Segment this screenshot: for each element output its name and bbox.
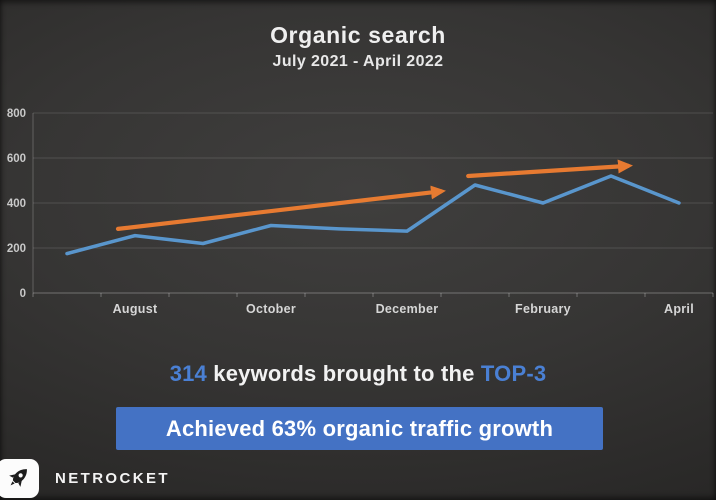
- rocket-icon: [9, 469, 27, 487]
- svg-text:200: 200: [7, 243, 26, 255]
- svg-text:August: August: [113, 302, 158, 316]
- svg-text:800: 800: [7, 108, 26, 120]
- top3-highlight: TOP-3: [480, 361, 547, 386]
- netrocket-wordmark: NETROCKET: [55, 469, 170, 487]
- chart-title: Organic search: [270, 22, 446, 48]
- organic-search-line-chart: 0 200 400 600 800 August October December Februa…: [7, 108, 714, 316]
- netrocket-logo: NETROCKET: [0, 458, 170, 498]
- svg-text:December: December: [376, 302, 439, 316]
- svg-text:400: 400: [7, 198, 26, 210]
- growth-banner: Achieved 63% organic traffic growth: [116, 407, 603, 450]
- svg-text:600: 600: [7, 153, 26, 165]
- caption-text: keywords brought to the: [207, 361, 481, 386]
- svg-text:April: April: [664, 302, 694, 316]
- chart-subtitle: July 2021 - April 2022: [272, 53, 444, 70]
- svg-text:October: October: [246, 302, 296, 316]
- svg-text:0: 0: [20, 288, 26, 300]
- svg-text:February: February: [515, 302, 571, 316]
- keyword-count-highlight: 314: [169, 361, 207, 386]
- logo-badge: [0, 458, 39, 498]
- keywords-caption: 314 keywords brought to the TOP-3: [0, 361, 716, 387]
- title-block: Organic search July 2021 - April 2022: [0, 22, 716, 71]
